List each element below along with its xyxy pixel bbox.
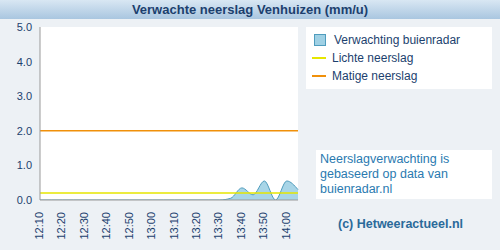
html-text:Matige neerslag: Matige neerslag	[332, 69, 418, 83]
svg-text:13:20: 13:20	[190, 212, 202, 240]
svg-text:12:10: 12:10	[33, 212, 45, 240]
svg-text:13:10: 13:10	[168, 212, 180, 240]
html-text:Verwachting buienradar: Verwachting buienradar	[334, 33, 461, 47]
svg-text:12:20: 12:20	[55, 212, 67, 240]
svg-text:3.0: 3.0	[17, 90, 32, 102]
html-text:Verwachte neerslag Venhuizen (: Verwachte neerslag Venhuizen (mm/u)	[131, 2, 369, 17]
svg-text:12:40: 12:40	[100, 212, 112, 240]
svg-text:13:40: 13:40	[235, 212, 247, 240]
svg-text:12:30: 12:30	[78, 212, 90, 240]
svg-text:1.0: 1.0	[17, 159, 32, 171]
svg-text:5.0: 5.0	[17, 21, 32, 33]
svg-text:2.0: 2.0	[17, 125, 32, 137]
html-text:(c) Hetweeractueel.nl: (c) Hetweeractueel.nl	[338, 217, 463, 231]
svg-text:13:00: 13:00	[145, 212, 157, 240]
svg-text:0.0: 0.0	[17, 194, 32, 206]
html-text:Neerslagverwachting is gebasee: Neerslagverwachting is gebaseerd op data…	[320, 152, 450, 196]
svg-text:13:30: 13:30	[212, 212, 224, 240]
html-text:Lichte neerslag: Lichte neerslag	[332, 51, 414, 65]
svg-text:4.0: 4.0	[17, 56, 32, 68]
svg-text:13:50: 13:50	[257, 212, 269, 240]
svg-text:12:50: 12:50	[123, 212, 135, 240]
svg-text:14:00: 14:00	[280, 212, 292, 240]
